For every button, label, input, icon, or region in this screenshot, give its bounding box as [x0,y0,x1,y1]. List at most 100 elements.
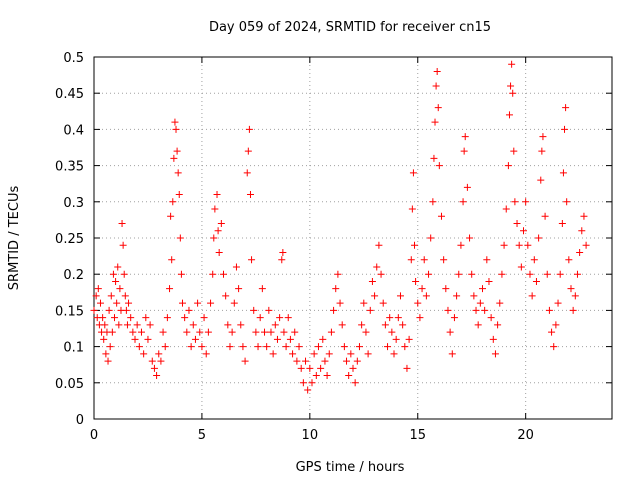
data-point [479,285,486,293]
data-point [293,357,301,365]
data-point [507,82,515,90]
data-point [345,372,353,380]
data-point [565,256,573,264]
data-point [314,343,322,351]
data-point [364,350,372,358]
data-point [269,350,277,358]
data-point [543,270,551,278]
data-point [135,343,143,351]
data-point [146,321,154,329]
data-point [250,306,258,314]
data-point [538,147,546,155]
data-point [537,176,545,184]
data-point [210,234,218,242]
data-point [102,350,110,358]
data-point [187,343,195,351]
data-point [258,285,266,293]
data-point [366,306,374,314]
data-point [279,248,287,256]
data-point [198,343,206,351]
data-point [172,125,180,133]
data-point [494,321,502,329]
data-point [396,292,404,300]
data-point [261,328,269,336]
data-point [522,198,530,206]
data-point [211,205,219,213]
data-point [109,270,117,278]
data-point [112,277,120,285]
x-axis-label: GPS time / hours [296,460,405,475]
data-point [377,270,385,278]
data-point [349,364,357,372]
data-point [263,343,271,351]
data-point [526,270,534,278]
data-point [576,248,584,256]
data-point [368,277,376,285]
data-point [381,321,389,329]
data-point [273,335,281,343]
data-point [319,335,327,343]
y-tick-label: 0.1 [63,341,84,356]
data-point [209,270,217,278]
data-point [429,198,437,206]
data-point [481,306,489,314]
data-point [355,343,363,351]
data-point [101,321,109,329]
data-point [411,241,419,249]
data-point [327,328,335,336]
data-point [122,306,130,314]
data-point [204,328,212,336]
data-point [569,306,577,314]
data-point [524,241,532,249]
data-point [433,67,441,75]
data-point [137,328,145,336]
data-point [312,372,320,380]
data-point [440,256,448,264]
data-point [508,60,516,68]
data-point [116,285,124,293]
data-point [401,343,409,351]
data-point [123,321,131,329]
data-point [505,111,513,119]
data-point [230,299,238,307]
x-tick-label: 5 [198,428,206,443]
data-point [169,198,177,206]
data-point [286,335,294,343]
x-tick-label: 10 [302,428,319,443]
data-point [159,328,167,336]
data-point [373,263,381,271]
data-point [157,357,165,365]
data-point [422,292,430,300]
data-point [181,314,189,322]
data-point [310,350,318,358]
data-point [200,314,208,322]
data-point [325,350,333,358]
data-point [161,343,169,351]
data-point [554,299,562,307]
data-point [556,270,564,278]
data-point [166,285,174,293]
data-point [435,162,443,170]
data-point [403,364,411,372]
data-point [432,82,440,90]
data-point [394,314,402,322]
data-point [127,314,135,322]
data-point [280,328,288,336]
data-point [578,227,586,235]
data-point [150,364,158,372]
data-point [485,277,493,285]
data-point [302,357,310,365]
data-point [466,234,474,242]
data-point [358,321,366,329]
data-point [420,256,428,264]
data-point [189,321,197,329]
data-point [244,147,252,155]
y-tick-label: 0.3 [63,196,84,211]
data-point [442,285,450,293]
data-point [561,125,569,133]
y-tick-label: 0.05 [55,377,84,392]
data-point [271,321,279,329]
data-point [338,321,346,329]
data-point [510,147,518,155]
